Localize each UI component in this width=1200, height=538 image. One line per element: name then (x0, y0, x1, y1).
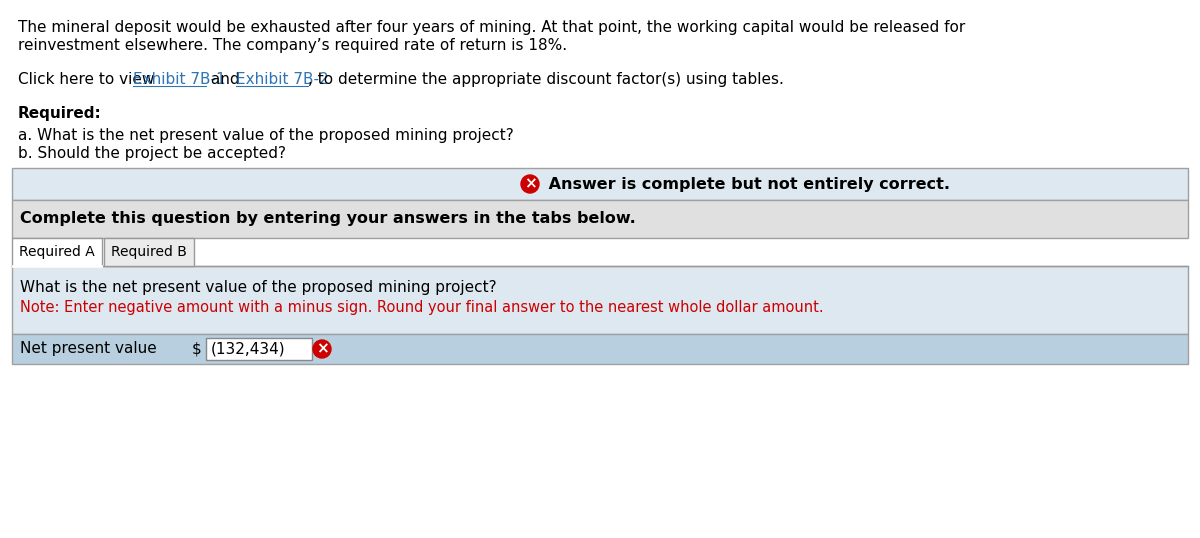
Text: Required B: Required B (112, 245, 187, 259)
FancyBboxPatch shape (206, 338, 312, 360)
Text: Note: Enter negative amount with a minus sign. Round your final answer to the ne: Note: Enter negative amount with a minus… (20, 300, 823, 315)
Text: Click here to view: Click here to view (18, 72, 160, 87)
Text: $: $ (192, 342, 202, 357)
Text: , to determine the appropriate discount factor(s) using tables.: , to determine the appropriate discount … (308, 72, 785, 87)
Text: (132,434): (132,434) (211, 342, 286, 357)
Text: ×: × (523, 176, 536, 192)
Text: reinvestment elsewhere. The company’s required rate of return is 18%.: reinvestment elsewhere. The company’s re… (18, 38, 568, 53)
FancyBboxPatch shape (12, 200, 1188, 238)
Text: Exhibit 7B-2: Exhibit 7B-2 (235, 72, 329, 87)
Text: Exhibit 7B-1: Exhibit 7B-1 (133, 72, 226, 87)
Circle shape (313, 340, 331, 358)
FancyBboxPatch shape (12, 334, 1188, 364)
Text: Answer is complete but not entirely correct.: Answer is complete but not entirely corr… (542, 176, 950, 192)
FancyBboxPatch shape (12, 238, 102, 266)
Text: Complete this question by entering your answers in the tabs below.: Complete this question by entering your … (20, 211, 636, 226)
FancyBboxPatch shape (12, 168, 1188, 200)
Text: and: and (205, 72, 244, 87)
Text: b. Should the project be accepted?: b. Should the project be accepted? (18, 146, 286, 161)
Text: Net present value: Net present value (20, 342, 157, 357)
Text: What is the net present value of the proposed mining project?: What is the net present value of the pro… (20, 280, 497, 295)
Circle shape (521, 175, 539, 193)
Text: Required:: Required: (18, 106, 102, 121)
Text: ×: × (316, 342, 329, 357)
Text: a. What is the net present value of the proposed mining project?: a. What is the net present value of the … (18, 128, 514, 143)
FancyBboxPatch shape (104, 238, 194, 266)
Text: Required A: Required A (19, 245, 95, 259)
Text: The mineral deposit would be exhausted after four years of mining. At that point: The mineral deposit would be exhausted a… (18, 20, 965, 35)
FancyBboxPatch shape (12, 266, 1188, 334)
